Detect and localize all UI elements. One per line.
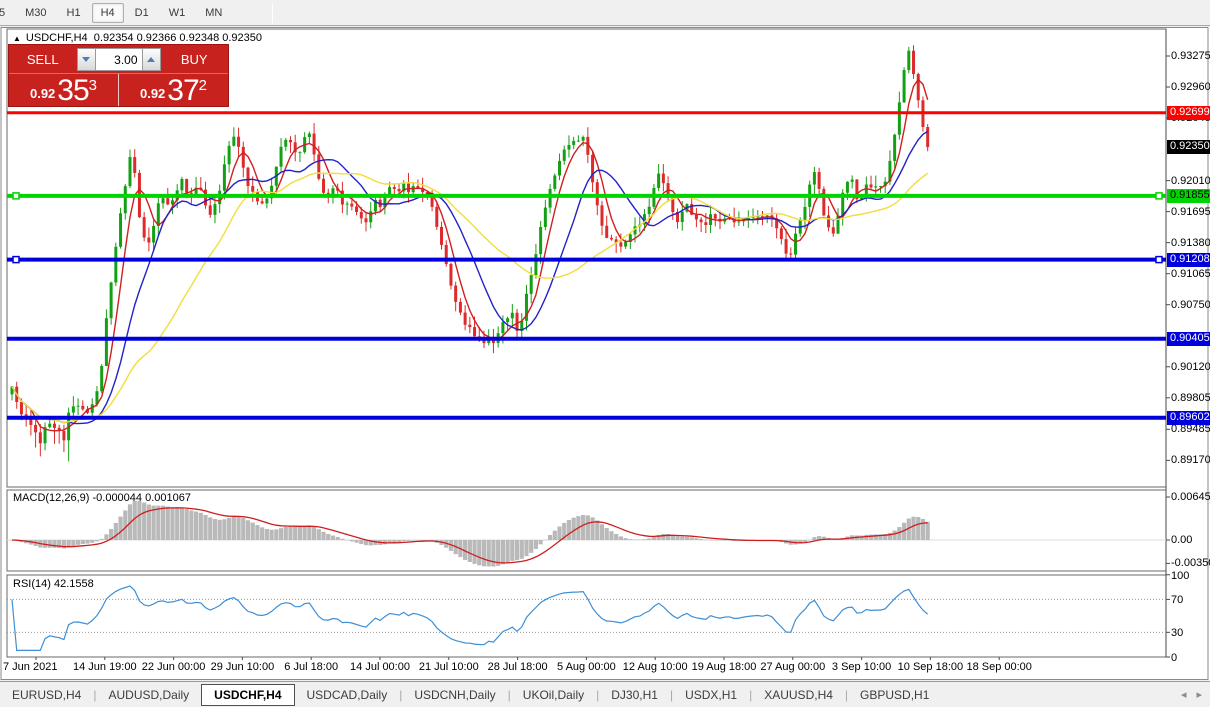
buy-price-big: 37: [167, 74, 199, 107]
price-badge: 0.89602: [1167, 410, 1210, 425]
tab-separator: |: [596, 687, 600, 702]
volume-input[interactable]: 3.00: [95, 47, 142, 71]
price-axis-tick: 0.90750: [1171, 298, 1210, 311]
macd-axis-label: 0.00: [1171, 534, 1193, 546]
macd-label: MACD(12,26,9) -0.000044 0.001067: [13, 492, 191, 504]
macd-axis-label: 0.006451: [1171, 490, 1210, 503]
timeframe-button-w1[interactable]: W1: [168, 6, 186, 19]
macd-axis-label: -0.003507: [1171, 557, 1210, 570]
chart-region: ▲ USDCHF,H4 0.92354 0.92366 0.92348 0.923…: [0, 27, 1210, 680]
tab-usdcad[interactable]: USDCAD,Daily: [306, 687, 388, 702]
collapse-arrow-icon[interactable]: ▲: [13, 34, 21, 43]
rsi-axis-label: 0: [1171, 652, 1178, 664]
toolbar-separator: [272, 2, 274, 23]
price-axis-tick: 0.90120: [1171, 360, 1210, 373]
price-badge: 0.91855: [1167, 188, 1210, 203]
timeframe-button-h4[interactable]: H4: [91, 2, 124, 23]
volume-stepper: 3.00: [76, 45, 161, 73]
tab-scroll-arrows: ◂ ▸: [1181, 688, 1202, 701]
date-axis-label: 18 Sep 00:00: [966, 661, 1032, 673]
tab-audusd[interactable]: AUDUSD,Daily: [108, 687, 190, 702]
price-axis-tick: 0.91065: [1171, 267, 1210, 280]
tab-usdchf[interactable]: USDCHF,H4: [201, 683, 295, 706]
date-axis-label: 14 Jul 00:00: [350, 661, 410, 673]
date-axis-label: 7 Jun 2021: [3, 661, 58, 673]
buy-price-display[interactable]: 0.92 37 2: [119, 74, 228, 106]
date-axis-label: 6 Jul 18:00: [284, 661, 339, 673]
sell-price-prefix: 0.92: [29, 86, 56, 101]
sell-price-big: 35: [57, 74, 89, 107]
date-axis-label: 10 Sep 18:00: [897, 661, 964, 673]
date-axis-label: 19 Aug 18:00: [691, 661, 757, 673]
tab-separator: |: [844, 687, 849, 702]
tab-separator: |: [507, 687, 511, 702]
price-axis-tick: 0.91380: [1171, 236, 1210, 249]
price-axis-tick: 0.92960: [1171, 81, 1210, 94]
rsi-name: RSI(14): [13, 578, 51, 590]
date-axis-label: 22 Jun 00:00: [141, 661, 206, 673]
one-click-trading-panel: SELL 3.00 BUY 0.92 35 3: [8, 44, 229, 107]
tab-ukoil[interactable]: UKOil,Daily: [522, 687, 585, 702]
rsi-axis-label: 70: [1171, 594, 1184, 607]
price-badge: 0.90405: [1167, 331, 1210, 346]
timeframe-button-m30[interactable]: M30: [25, 6, 47, 19]
price-badge: 0.92350: [1167, 140, 1210, 155]
tab-dj30[interactable]: DJ30,H1: [611, 687, 658, 702]
date-axis-label: 27 Aug 00:00: [760, 661, 826, 673]
date-axis-label: 29 Jun 10:00: [210, 661, 275, 673]
sell-price-sup: 3: [88, 77, 98, 94]
macd-values: -0.000044 0.001067: [92, 492, 191, 504]
macd-name: MACD(12,26,9): [13, 492, 90, 504]
tab-usdx[interactable]: USDX,H1: [685, 687, 738, 702]
tab-separator: |: [749, 687, 753, 702]
sell-button[interactable]: SELL: [26, 51, 59, 67]
timeframe-toolbar: 5 M30 H1 H4 D1 W1 MN: [0, 0, 1210, 26]
chart-ohlc-values: 0.92354 0.92366 0.92348 0.92350: [93, 32, 262, 44]
timeframe-button-5[interactable]: 5: [0, 3, 14, 23]
tab-scroll-left-icon[interactable]: ◂: [1180, 689, 1187, 701]
sell-price-display[interactable]: 0.92 35 3: [9, 74, 119, 106]
timeframe-button-h1[interactable]: H1: [66, 6, 81, 19]
date-axis-label: 3 Sep 10:00: [831, 661, 892, 673]
date-axis-label: 21 Jul 10:00: [418, 661, 479, 673]
rsi-label: RSI(14) 42.1558: [13, 578, 94, 590]
symbol-tab-bar: EURUSD,H4 | AUDUSD,Daily USDCHF,H4 USDCAD,Da…: [0, 681, 1210, 707]
price-axis-tick: 0.89805: [1171, 391, 1210, 404]
tab-eurusd[interactable]: EURUSD,H4: [12, 687, 82, 702]
price-axis-tick: 0.91695: [1171, 205, 1210, 218]
tab-scroll-right-icon[interactable]: ▸: [1196, 689, 1202, 701]
triangle-down-icon: [82, 56, 90, 62]
price-badge: 0.91208: [1167, 252, 1210, 267]
tab-usdcnh[interactable]: USDCNH,Daily: [414, 687, 496, 702]
date-axis-label: 28 Jul 18:00: [487, 661, 548, 673]
price-axis-tick: 0.92010: [1171, 174, 1210, 187]
date-axis-label: 14 Jun 19:00: [72, 661, 137, 673]
rsi-axis-label: 100: [1171, 569, 1190, 582]
volume-decrease-button[interactable]: [76, 47, 96, 71]
tab-separator: |: [399, 687, 403, 702]
volume-increase-button[interactable]: [141, 47, 161, 71]
tab-xauusd[interactable]: XAUUSD,H4: [764, 687, 833, 702]
buy-price-sup: 2: [198, 77, 208, 94]
buy-price-prefix: 0.92: [139, 86, 166, 101]
date-axis-label: 12 Aug 10:00: [622, 661, 688, 673]
price-badge: 0.92699: [1167, 105, 1210, 120]
tab-gbpusd[interactable]: GBPUSD,H1: [860, 687, 930, 702]
chart-title: ▲ USDCHF,H4 0.92354 0.92366 0.92348 0.923…: [13, 32, 262, 44]
price-chart-canvas[interactable]: [0, 27, 1210, 680]
price-axis-tick: 0.89485: [1171, 423, 1210, 436]
price-axis-tick: 0.89170: [1171, 454, 1210, 467]
tab-separator: |: [669, 687, 674, 702]
rsi-axis-label: 30: [1171, 627, 1184, 640]
chart-symbol-period: USDCHF,H4: [25, 32, 88, 44]
tab-separator: |: [93, 687, 97, 702]
triangle-up-icon: [147, 56, 155, 62]
timeframe-button-d1[interactable]: D1: [134, 6, 149, 19]
rsi-value: 42.1558: [53, 578, 94, 590]
date-axis-label: 5 Aug 00:00: [557, 661, 616, 673]
price-axis-tick: 0.93275: [1171, 50, 1210, 62]
timeframe-button-mn[interactable]: MN: [205, 6, 223, 19]
buy-button[interactable]: BUY: [180, 51, 208, 67]
